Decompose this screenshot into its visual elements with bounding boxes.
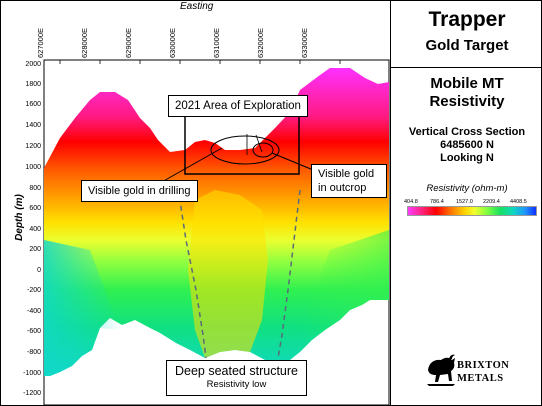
y-tick-label: -800 [26,349,41,356]
y-axis-title: Depth (m) [13,194,25,241]
project-subtitle: Gold Target [425,37,509,54]
legend-tick: 2209.4 [483,199,500,205]
target-ellipse [210,135,280,165]
legend-tick: 404.8 [404,199,418,205]
y-tick-label: 2000 [25,61,41,68]
bull-icon [427,354,455,386]
structure-right-dashed [277,189,301,359]
resistivity-low-label: Resistivity low [206,379,267,390]
project-title: Trapper [428,8,506,31]
drilling-leader [159,147,223,184]
legend-tick: 4408.5 [510,199,527,205]
x-tick-label: 632000E [256,27,265,58]
x-tick-label: 633000E [300,27,309,58]
y-tick-label: 600 [29,205,41,212]
deep-structure-label: Deep seated structure [175,364,298,378]
drilling-gold-callout: Visible gold in drilling [81,180,198,202]
legend-title: Resistivity (ohm-m) [426,183,508,194]
legend-tick: 786.4 [430,199,444,205]
cross-section-plot: Easting Depth (m) 627000E 628000E 629000… [13,1,390,406]
y-tick-label: 1400 [25,122,41,129]
x-axis-title: Easting [180,1,214,12]
outcrop-leader [271,152,319,173]
x-tick-label: 631000E [212,27,221,58]
y-tick-label: 0 [37,267,41,274]
x-tick-label: 627000E [36,27,45,58]
y-tick-label: 1600 [25,101,41,108]
y-tick-label: -1000 [23,370,41,377]
y-tick-label: -600 [26,328,41,335]
deep-structure-callout: Deep seated structure Resistivity low [166,360,307,396]
outcrop-gold-callout: Visible gold in outcrop [311,164,387,198]
y-tick-label: 800 [29,185,41,192]
info-panel: Trapper Gold Target Mobile MT Resistivit… [390,0,542,406]
x-tick-label: 629000E [124,27,133,58]
resistive-root [188,190,268,358]
x-tick-label: 628000E [80,27,89,58]
drillhole-trace-2 [255,134,263,153]
outcrop-ellipse [252,142,274,158]
x-tick-marks [59,60,341,64]
x-tick-label: 630000E [168,27,177,58]
y-tick-label: 400 [29,226,41,233]
section-northing: 6485600 N [440,139,494,151]
y-tick-label: -200 [26,287,41,294]
section-type: Vertical Cross Section [408,126,526,138]
conductive-left-flank [44,240,120,376]
y-tick-label: -400 [26,308,41,315]
method-line-1: Mobile MT [430,75,504,92]
y-tick-label: 1800 [25,81,41,88]
logo-text-line-2: METALS [457,373,504,384]
panel-header: Trapper Gold Target [391,0,542,68]
logo-text-line-1: BRIXTON [457,360,510,371]
y-tick-label: 1200 [25,143,41,150]
legend-tick: 1527.0 [456,199,473,205]
y-tick-label: 1000 [25,164,41,171]
y-tick-label: 200 [29,246,41,253]
exploration-area-callout: 2021 Area of Exploration [168,95,308,117]
section-view-direction: Looking N [440,152,494,164]
resistivity-section [43,59,390,406]
resistivity-color-scale [407,206,537,216]
structure-left-dashed [177,187,207,359]
method-line-2: Resistivity [429,93,505,110]
company-logo: BRIXTON METALS [425,348,537,390]
y-tick-label: -1200 [23,390,41,397]
conductive-right-flank [300,230,389,340]
